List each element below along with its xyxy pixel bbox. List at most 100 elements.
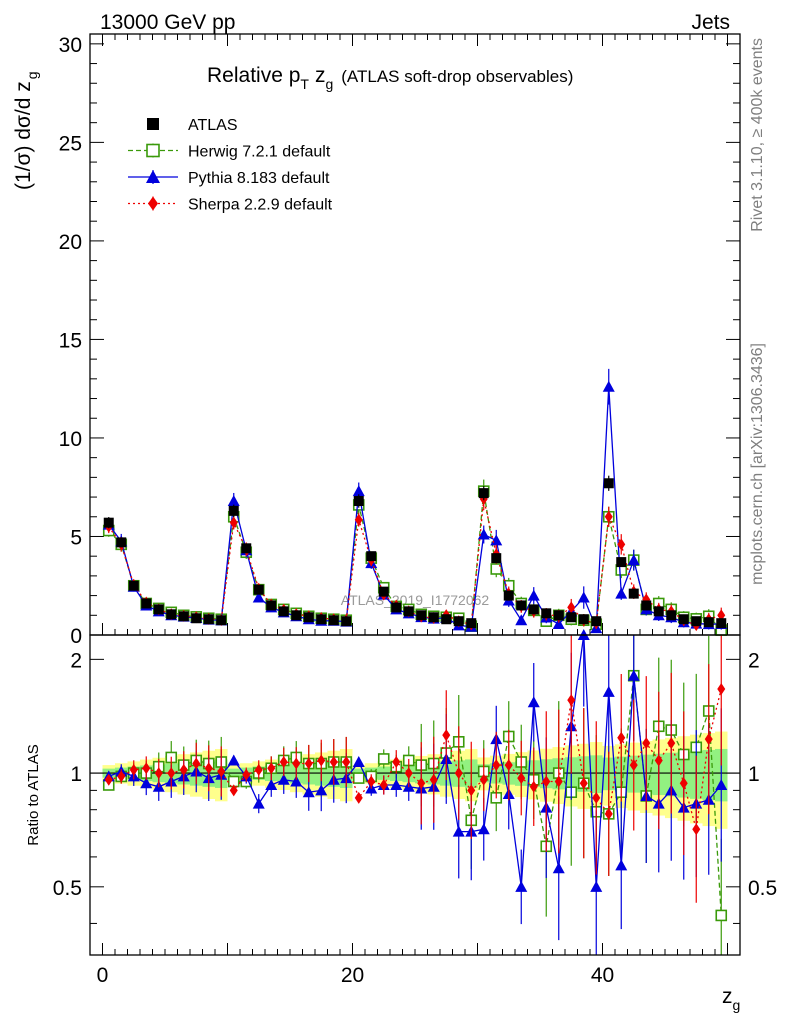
ratio-point [317,754,326,767]
y-axis-label-upper: (1/σ) dσ/d z g [12,71,40,190]
data-point [716,618,727,629]
ratio-point [654,754,663,767]
data-point [354,513,363,526]
ratio-point [602,685,615,697]
ratio-point [679,777,688,790]
legend-entry: Herwig 7.2.1 default [128,143,331,161]
ratio-point [242,768,251,781]
data-point [477,528,490,540]
data-point [328,615,339,626]
data-point [241,543,252,554]
ratio-point [542,775,551,788]
ratio-point [567,694,576,707]
ratio-point [617,731,626,744]
ratio-point [454,767,463,780]
ratio-point [404,767,413,780]
data-point [490,563,503,575]
ratio-point [342,755,351,768]
y-tick-label-upper: 15 [59,329,82,352]
y-axis-label-lower: Ratio to ATLAS [25,744,42,845]
ratio-point [442,729,451,742]
ratio-point [292,757,301,770]
data-point [666,610,677,621]
data-point [103,517,114,528]
ratio-point [417,777,426,790]
data-point [615,587,628,599]
ratio-point [254,763,263,776]
legend-entry: Pythia 8.183 default [128,170,330,187]
data-point [178,611,189,622]
data-point [541,608,552,619]
data-point [403,606,414,617]
legend-marker [147,118,159,130]
ratio-point [227,754,240,766]
ratio-point [104,773,113,786]
ratio-point [154,767,163,780]
y-tick-label-lower-right: 1 [748,763,760,786]
data-point [641,600,652,611]
data-point [416,610,427,621]
axis-ticks: 0 20 40 0 5 10 15 20 25 30 0.5 0.5 1 1 2 2 [53,34,777,987]
data-point [228,505,239,516]
ratio-point [329,755,338,768]
data-point [141,598,152,609]
data-point [441,614,452,625]
data-point [567,601,576,614]
legend-label: Herwig 7.2.1 default [188,144,331,161]
data-point [627,554,640,566]
ratio-point [129,763,138,776]
data-point [291,610,302,621]
data-point [303,612,314,623]
data-point [453,616,464,627]
data-point [128,580,139,591]
data-point [353,496,364,507]
data-point [203,614,214,625]
data-point [153,604,164,615]
ratio-point [504,759,513,772]
data-point [628,588,639,599]
ratio-point [554,775,563,788]
ratio-point [629,759,638,772]
ratio-point [552,862,565,874]
data-point [316,614,327,625]
ratio-point [667,737,676,750]
ratio-point [204,762,213,775]
legend-label: Sherpa 2.2.9 default [188,197,333,214]
ratio-point [527,696,540,708]
ratio-point [515,880,528,892]
ratio-point [192,757,201,770]
legend-marker [146,143,160,158]
ratio-point [217,765,226,778]
data-point [591,616,602,627]
data-point [566,612,577,623]
ratio-point [379,778,388,791]
y-tick-label-lower-right: 2 [748,649,760,672]
ratio-point [477,823,490,835]
data-point [653,606,664,617]
data-point [617,538,626,551]
data-point [216,615,227,626]
energy-label: 13000 GeV pp [100,11,235,34]
data-point [341,616,352,627]
ratio-point [392,755,401,768]
legend: ATLAS Herwig 7.2.1 default Pythia 8.183 de… [128,117,333,214]
x-tick-label: 20 [341,964,364,987]
rivet-label: Rivet 3.1.10, ≥ 400k events [749,38,766,232]
data-point [378,586,389,597]
legend-label: Pythia 8.183 default [188,170,330,187]
ratio-point [354,791,363,804]
watermark: ATLAS_2019_I1772062 [341,592,490,608]
ratio-point [265,778,278,790]
y-tick-label-upper: 30 [59,34,82,57]
lower-frame [89,634,741,956]
data-point [602,380,615,392]
ratio-point [717,682,726,695]
data-point [616,557,627,568]
data-point [528,604,539,615]
ratio-point [704,733,713,746]
ratio-point [715,778,728,790]
ratio-sherpa [104,635,726,903]
ratio-point [142,762,151,775]
legend-label: ATLAS [188,117,238,134]
